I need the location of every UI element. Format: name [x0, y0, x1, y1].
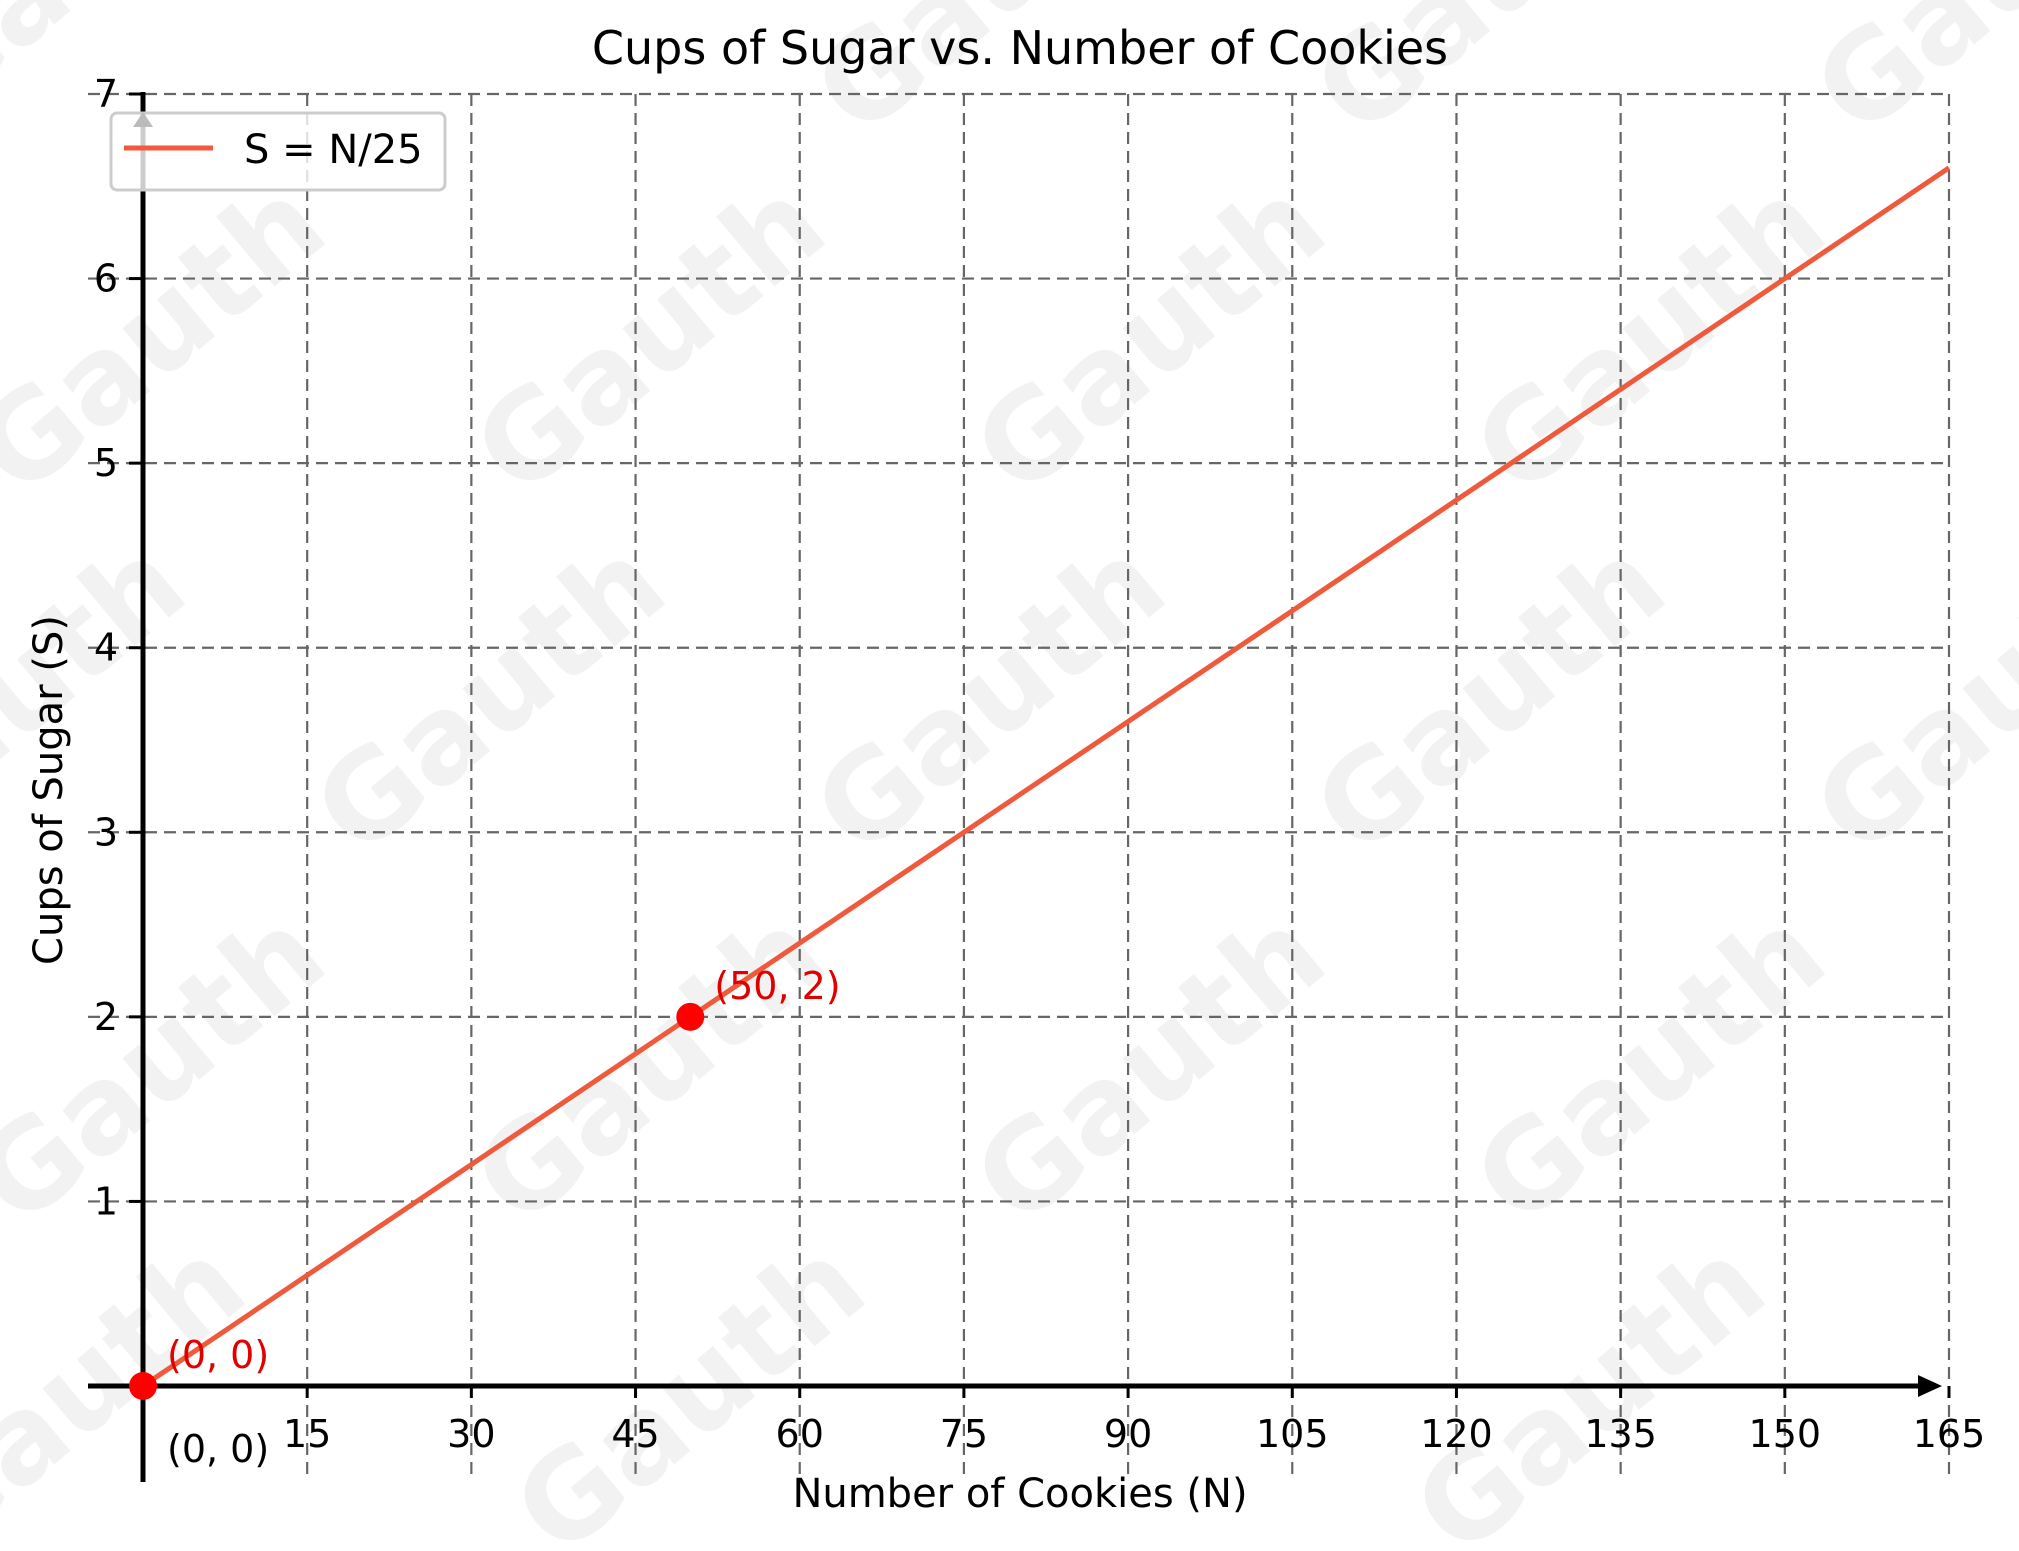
y-tick-label: 2 — [94, 995, 118, 1039]
legend-label: S = N/25 — [244, 127, 423, 173]
y-tick-label: 7 — [94, 72, 118, 116]
x-tick-label: 135 — [1584, 1412, 1657, 1456]
watermark-text: Gauth — [449, 154, 851, 523]
watermark-text: Gauth — [949, 154, 1351, 523]
watermark-text: Gauth — [1449, 884, 1851, 1253]
x-tick-label: 15 — [283, 1412, 331, 1456]
watermark-text: Gauth — [289, 514, 691, 883]
legend-box — [109, 111, 447, 192]
series-line — [141, 165, 1951, 1389]
x-tick-label: 165 — [1913, 1412, 1986, 1456]
watermark-text: Gauth — [789, 514, 1191, 883]
y-tick-label: 3 — [94, 810, 118, 854]
y-axis-label: Cups of Sugar (S) — [26, 615, 72, 965]
watermark-text: Gauth — [1789, 514, 2019, 883]
data-point-label: (0, 0) — [167, 1333, 269, 1377]
x-tick-label: 60 — [776, 1412, 824, 1456]
x-axis-label: Number of Cookies (N) — [792, 1471, 1247, 1517]
series-layer — [141, 165, 1951, 1389]
x-tick-label: 75 — [940, 1412, 988, 1456]
chart-title: Cups of Sugar vs. Number of Cookies — [592, 21, 1448, 75]
watermark-text: Gauth — [1789, 0, 2019, 162]
y-tick-label: 1 — [94, 1179, 118, 1223]
watermark-text: Gauth — [949, 884, 1351, 1253]
x-tick-label: 90 — [1104, 1412, 1152, 1456]
x-tick-label: 150 — [1749, 1412, 1822, 1456]
y-tick-label: 4 — [94, 626, 118, 670]
x-tick-label: 105 — [1256, 1412, 1329, 1456]
watermark-text: Gauth — [1289, 514, 1691, 883]
x-tick-label: 120 — [1420, 1412, 1493, 1456]
watermark-text: Gauth — [0, 154, 351, 523]
watermark-text: Gauth — [449, 884, 851, 1253]
labels-layer: Cups of Sugar vs. Number of Cookies Numbe… — [26, 21, 1448, 1517]
legend: S = N/25 — [109, 111, 447, 192]
data-point-label: (50, 2) — [714, 964, 840, 1008]
origin-annotation: (0, 0) — [167, 1427, 269, 1471]
grid-lines — [88, 92, 1951, 1480]
x-tick-label: 30 — [447, 1412, 495, 1456]
x-axis-arrow-icon — [1918, 1375, 1942, 1397]
y-tick-label: 5 — [94, 441, 118, 485]
data-point-marker — [129, 1372, 157, 1400]
points-layer — [129, 1002, 705, 1400]
y-axis-arrow-icon — [133, 112, 153, 127]
watermark-text: Gauth — [1389, 1214, 1791, 1546]
data-point-marker — [676, 1002, 705, 1031]
y-tick-label: 6 — [94, 257, 118, 301]
x-tick-label: 45 — [611, 1412, 659, 1456]
